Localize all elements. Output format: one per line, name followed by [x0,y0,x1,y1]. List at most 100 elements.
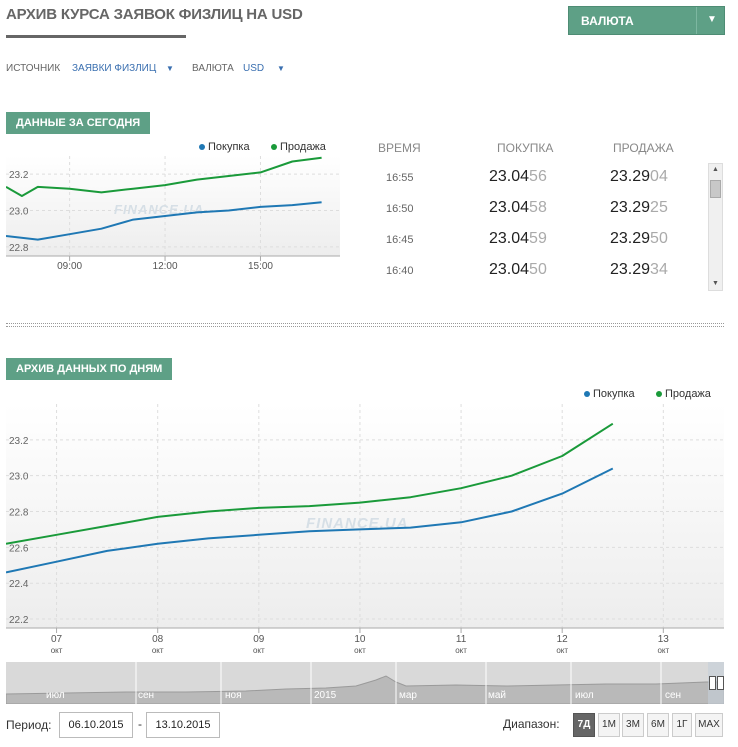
period-label: Период: [6,718,52,732]
rate-row: 16:45 23.0459 23.2950 [370,227,695,257]
date-to-input[interactable]: 13.10.2015 [146,712,220,738]
rate-sell-tail: 50 [650,230,668,247]
rate-sell: 23.2904 [610,168,668,186]
range-button-7д[interactable]: 7Д [573,713,595,737]
rate-buy: 23.0459 [489,230,547,248]
rate-sell: 23.2934 [610,261,668,279]
currency-dropdown-button[interactable]: ВАЛЮТА ▼ [568,6,725,35]
x-tick-month: окт [455,646,467,655]
rate-time: 16:55 [386,172,414,184]
column-time-header: ВРЕМЯ [378,141,421,155]
rate-time: 16:45 [386,234,414,246]
rate-row: 16:40 23.0450 23.2934 [370,258,695,288]
column-buy-header: ПОКУПКА [497,141,554,155]
rate-sell-main: 23.29 [610,168,651,185]
x-tick-day: 13 [658,634,670,645]
rate-sell-tail: 04 [650,168,668,185]
range-button-1г[interactable]: 1Г [672,713,692,737]
x-tick-month: окт [354,646,366,655]
y-tick-label: 23.2 [9,170,29,181]
watermark: FINANCE.UA [114,202,204,217]
navigator-label: мар [399,690,417,701]
timeline-navigator[interactable]: июл сен ноя 2015 мар май июл сен [6,662,724,704]
page-title: АРХИВ КУРСА ЗАЯВОК ФИЗЛИЦ НА USD [6,6,303,23]
section-divider [6,323,724,327]
navigator-label: июл [46,690,65,701]
legend-label-buy: Покупка [208,141,250,153]
series-line-sell [5,156,322,197]
y-tick-label: 23.0 [9,207,29,218]
x-tick-month: окт [51,646,63,655]
navigator-selection [708,662,724,704]
x-tick-day: 09 [253,634,265,645]
series-line-buy [5,201,322,241]
legend-dot-sell [656,391,662,397]
today-chart-svg: 22.8 23.0 23.2 09:00 12:00 15:00 FINANCE.UA Пок… [5,141,340,272]
x-tick-day: 08 [152,634,164,645]
navigator-handle-left[interactable] [709,676,716,690]
x-tick-label: 12:00 [153,261,178,272]
y-tick-label: 23.2 [9,436,29,447]
y-tick-label: 23.0 [9,472,29,483]
archive-chart: 22.2 22.4 22.6 22.8 23.0 23.2 07 окт 08 окт 09 окт 1… [5,382,724,658]
rate-buy-tail: 56 [529,168,547,185]
range-label: Диапазон: [503,717,560,731]
rate-sell-tail: 25 [650,199,668,216]
y-tick-label: 22.8 [9,508,29,519]
rate-time: 16:50 [386,203,414,215]
today-section-label: ДАННЫЕ ЗА СЕГОДНЯ [6,112,151,134]
x-tick-month: окт [253,646,265,655]
scroll-down-icon[interactable]: ▼ [712,280,719,287]
x-tick-label: 15:00 [248,261,273,272]
plot-background [6,404,724,628]
range-button-max[interactable]: MAX [695,713,723,737]
navigator-label: май [488,690,507,701]
date-from-input[interactable]: 06.10.2015 [59,712,133,738]
archive-chart-svg: 22.222.422.622.823.023.207окт08окт09окт1… [5,388,724,655]
rate-sell: 23.2925 [610,199,668,217]
source-caret-icon[interactable]: ▼ [166,64,174,73]
series-line-sell [5,422,614,545]
date-range-dash: - [138,717,142,731]
caret-down-icon: ▼ [707,14,717,25]
navigator-handle-right[interactable] [717,676,724,690]
rate-buy: 23.0456 [489,168,547,186]
range-button-3m[interactable]: 3M [622,713,644,737]
navigator-label: 2015 [314,690,337,701]
rate-sell-main: 23.29 [610,261,651,278]
rate-sell-main: 23.29 [610,199,651,216]
x-tick-day: 12 [557,634,569,645]
y-tick-label: 22.2 [9,615,29,626]
legend-dot-buy [584,391,590,397]
rates-scrollbar[interactable]: ▲ ▼ [708,163,723,291]
currency-dropdown[interactable]: USD [243,63,265,74]
range-button-6m[interactable]: 6M [647,713,669,737]
rate-row: 16:55 23.0456 23.2904 [370,165,695,195]
y-tick-label: 22.8 [9,243,29,254]
navigator-area [6,675,724,704]
legend-dot-sell [271,144,277,150]
currency-button-divider [696,7,697,34]
x-tick-day: 11 [456,634,467,645]
rate-row: 16:50 23.0458 23.2925 [370,196,695,226]
scroll-up-icon[interactable]: ▲ [712,166,719,173]
column-sell-header: ПРОДАЖА [613,141,674,155]
navigator-label: июл [575,690,594,701]
rate-sell-tail: 34 [650,261,668,278]
x-tick-month: окт [152,646,164,655]
currency-caret-icon[interactable]: ▼ [277,64,285,73]
range-button-1m[interactable]: 1M [598,713,620,737]
legend-dot-buy [199,144,205,150]
rate-buy-tail: 58 [529,199,547,216]
source-dropdown[interactable]: ЗАЯВКИ ФИЗЛИЦ [72,63,157,74]
legend-label-buy: Покупка [593,388,635,400]
rate-buy: 23.0458 [489,199,547,217]
rate-time: 16:40 [386,265,414,277]
rate-buy-main: 23.04 [489,261,530,278]
scroll-thumb[interactable] [710,180,721,198]
rate-buy-main: 23.04 [489,230,530,247]
title-underline [6,35,186,38]
x-tick-day: 10 [354,634,366,645]
rate-sell-main: 23.29 [610,230,651,247]
archive-section-label: АРХИВ ДАННЫХ ПО ДНЯМ [6,358,173,380]
